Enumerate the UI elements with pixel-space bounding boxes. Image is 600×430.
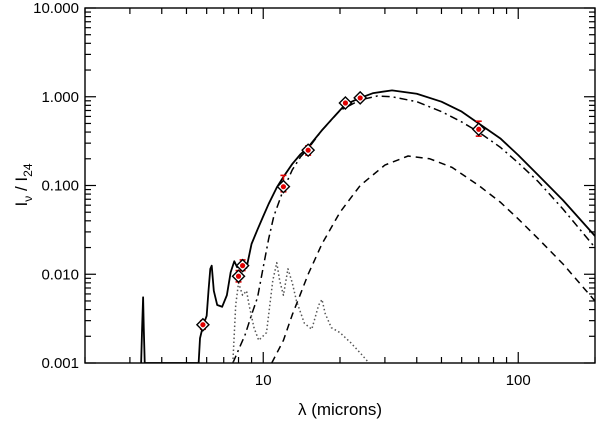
observation-point [305, 147, 311, 153]
observation-point [357, 95, 363, 101]
y-title-num-main: I [12, 202, 31, 207]
x-axis-title: λ (microns) [298, 400, 382, 419]
y-title-den-sub: 24 [21, 163, 35, 177]
y-tick-label: 0.100 [41, 178, 79, 195]
y-title-den-main: I [12, 177, 31, 182]
observation-point [235, 273, 242, 279]
series-line-dashdot [232, 95, 595, 363]
y-tick-label: 0.010 [41, 266, 79, 283]
observation-point [280, 184, 287, 190]
series-line-dotted [232, 261, 370, 363]
plot-area-border [84, 7, 596, 364]
x-tick-label: 100 [506, 372, 531, 389]
x-tick-label: 10 [255, 372, 272, 389]
observation-point [200, 322, 206, 328]
svg-text:Iν / I24: Iν / I24 [12, 163, 35, 206]
observation-point [240, 263, 246, 269]
y-tick-label: 1.000 [41, 89, 79, 106]
observation-point [342, 100, 349, 106]
plot-frame [84, 7, 596, 364]
y-tick-label: 0.001 [41, 355, 79, 372]
axis-tick-labels: 10 100 0.001 0.010 0.100 1.000 10.000 [33, 0, 531, 389]
axis-ticks [84, 7, 596, 364]
y-title-num-sub: ν [21, 196, 35, 202]
series-line-dashed [271, 155, 595, 363]
y-title-slash: / [12, 186, 31, 191]
y-axis-title: Iν / I24 [12, 163, 35, 206]
model-curves [140, 89, 595, 363]
observation-point [476, 126, 482, 132]
y-tick-label: 10.000 [33, 0, 79, 17]
observation-markers [195, 90, 486, 332]
